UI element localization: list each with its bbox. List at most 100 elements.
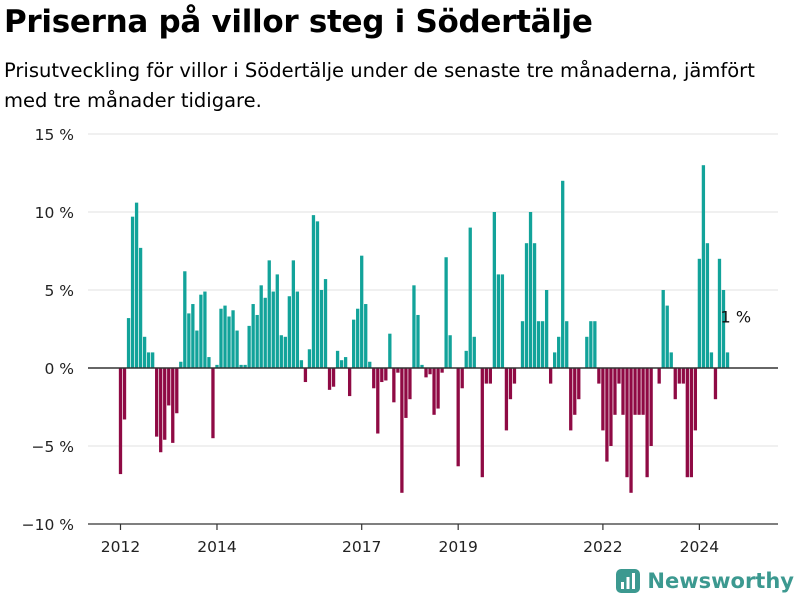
- bar-2017-12: [404, 368, 408, 418]
- bar-2012-06: [138, 247, 143, 368]
- bar-2020-10: [540, 321, 545, 368]
- x-tick-label: 2024: [680, 538, 719, 556]
- bar-2021-11: [593, 321, 597, 368]
- bar-2019-11: [496, 274, 501, 368]
- bar-2017-10: [396, 368, 400, 373]
- bar-2020-12: [548, 368, 553, 384]
- bar-2019-12: [500, 274, 505, 368]
- bar-2015-12: [307, 349, 312, 368]
- bar-2012-12: [163, 368, 167, 440]
- bar-2021-12: [597, 368, 601, 384]
- bar-2016-03: [319, 290, 324, 368]
- bar-2013-08: [195, 330, 199, 368]
- bar-2014-02: [219, 308, 223, 368]
- bar-2022-03: [609, 368, 613, 446]
- y-tick-label: −10 %: [22, 516, 74, 534]
- bar-2021-02: [557, 336, 561, 368]
- bar-2016-05: [327, 368, 332, 390]
- bar-2017-01: [360, 255, 364, 368]
- bar-2013-05: [183, 271, 187, 368]
- y-tick-label: 15 %: [35, 126, 74, 144]
- bar-2015-07: [287, 296, 291, 368]
- bar-2015-04: [275, 274, 279, 368]
- bar-2021-09: [585, 336, 589, 368]
- bar-2013-03: [175, 368, 179, 414]
- brand-name: Newsworthy: [647, 569, 794, 593]
- bar-2013-09: [199, 294, 203, 368]
- bar-2012-05: [134, 202, 139, 368]
- annotation-label: 1 %: [721, 307, 751, 326]
- x-tick-label: 2012: [101, 538, 140, 556]
- chart-subtitle: Prisutveckling för villor i Södertälje u…: [4, 59, 755, 112]
- bar-2021-03: [561, 180, 565, 368]
- bar-2024-01: [697, 258, 702, 368]
- bar-2020-08: [532, 243, 537, 368]
- bar-2014-06: [235, 330, 239, 368]
- bar-2022-07: [625, 368, 629, 478]
- x-tick-label: 2017: [342, 538, 381, 556]
- bar-2017-03: [368, 361, 372, 368]
- bar-2022-06: [621, 368, 625, 415]
- bar-2023-11: [689, 368, 693, 478]
- bar-2016-06: [331, 368, 336, 387]
- bar-2024-07: [721, 290, 726, 368]
- bar-2022-05: [617, 368, 621, 384]
- bar-2012-07: [142, 336, 147, 368]
- bar-2024-06: [717, 258, 722, 368]
- bar-2019-01: [456, 368, 460, 467]
- bar-2021-07: [577, 368, 581, 400]
- brand-logo: Newsworthy: [615, 566, 794, 596]
- bar-2012-02: [122, 368, 127, 420]
- bar-2014-05: [231, 310, 235, 368]
- bar-2015-02: [267, 260, 271, 368]
- bar-2019-08: [484, 368, 488, 384]
- bar-2012-04: [130, 216, 135, 368]
- bar-2019-09: [488, 368, 492, 384]
- bar-2021-01: [553, 352, 557, 368]
- y-axis-labels: −10 % −5 % 0 % 5 % 10 % 15 %: [22, 126, 74, 534]
- bar-2013-01: [167, 368, 171, 406]
- newsworthy-icon: [616, 569, 641, 593]
- bar-2018-09: [440, 368, 444, 373]
- bar-2017-02: [364, 304, 368, 368]
- bar-2022-04: [613, 368, 617, 415]
- bar-2020-01: [504, 368, 509, 431]
- bar-2013-07: [191, 304, 195, 368]
- bar-2023-12: [693, 368, 698, 431]
- bar-2017-09: [392, 368, 396, 403]
- bar-2022-09: [633, 368, 637, 415]
- annotation-group: 1 %: [721, 307, 751, 326]
- x-axis-labels: 2012 2014 2017 2019 2022 2024: [101, 524, 719, 556]
- bar-2015-03: [271, 291, 275, 368]
- bar-2023-03: [657, 368, 661, 384]
- bar-2016-11: [352, 319, 356, 368]
- bar-2024-08: [725, 352, 730, 368]
- bar-2023-09: [681, 368, 685, 384]
- bar-2014-12: [259, 285, 263, 368]
- bars: [118, 165, 730, 493]
- bar-2013-12: [211, 368, 215, 439]
- bar-2024-03: [705, 243, 710, 368]
- y-tick-label: −5 %: [31, 438, 74, 456]
- bar-2019-02: [460, 368, 464, 389]
- bar-2024-02: [701, 165, 706, 368]
- bar-2018-04: [420, 364, 424, 368]
- bar-2020-03: [512, 368, 517, 384]
- bar-2022-02: [605, 368, 609, 462]
- bar-2012-01: [118, 368, 123, 475]
- bar-2021-10: [589, 321, 593, 368]
- bar-2013-06: [187, 313, 191, 368]
- bar-2015-09: [295, 291, 300, 368]
- bar-2023-05: [665, 305, 669, 368]
- bar-2019-07: [480, 368, 484, 478]
- bar-2012-03: [126, 318, 131, 368]
- bar-2016-12: [356, 308, 360, 368]
- bar-2013-11: [207, 357, 211, 368]
- bar-2017-07: [384, 368, 388, 381]
- bar-2016-02: [315, 221, 320, 368]
- bar-2024-05: [713, 368, 718, 400]
- bar-2022-10: [637, 368, 641, 415]
- bar-2021-05: [569, 368, 573, 431]
- bar-2020-07: [528, 212, 533, 368]
